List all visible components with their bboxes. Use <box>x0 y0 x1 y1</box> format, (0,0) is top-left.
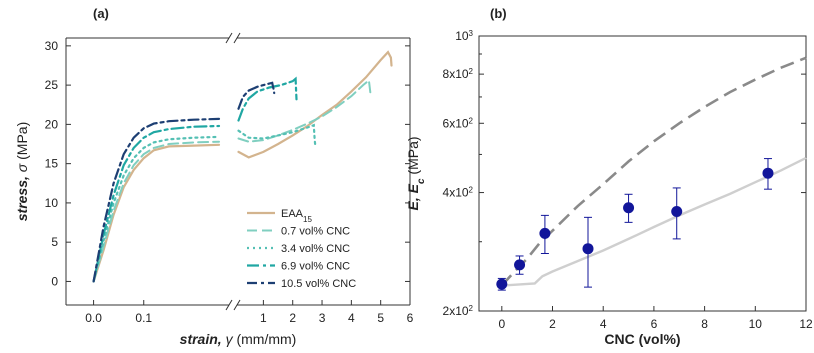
legend-label-text: 3.4 vol% CNC <box>281 243 350 255</box>
legend-label-text: EAA <box>281 208 304 220</box>
x-tick-label: 0.1 <box>135 311 152 325</box>
y-tick-label: 15 <box>45 157 59 171</box>
x-tick-label: 5 <box>377 311 384 325</box>
x-axis-label: strain, γ (mm/mm) <box>180 331 297 347</box>
data-point <box>496 278 508 290</box>
legend-label-subscript: 15 <box>303 215 312 224</box>
data-point <box>671 206 683 218</box>
y-tick-exponent: 3 <box>469 29 474 38</box>
lower-bound-curve <box>501 156 807 287</box>
x-tick-label: 10 <box>749 317 763 331</box>
y-tick-label: 0 <box>51 274 58 288</box>
y-axis-label: E, Ec (MPa) <box>405 136 427 210</box>
y-tick-label: 5 <box>51 235 58 249</box>
y-tick-mantissa: 2x10 <box>443 304 469 318</box>
series-line-left <box>92 143 221 283</box>
x-tick-label: 0 <box>498 317 505 331</box>
legend-label: EAA15 <box>281 208 312 224</box>
y-tick-mantissa: 6x10 <box>443 116 469 130</box>
y-axis-label: stress, σ (MPa) <box>14 122 30 222</box>
x-tick-label: 8 <box>701 317 708 331</box>
series-line-right <box>237 81 276 110</box>
y-axis-label-text: E, E <box>405 183 421 210</box>
y-tick-label: 8x102 <box>443 67 474 82</box>
y-tick-label: 103 <box>455 29 473 44</box>
legend-label-text: 6.9 vol% CNC <box>281 261 350 273</box>
legend-label-text: 0.7 vol% CNC <box>281 226 350 238</box>
legend-label: 3.4 vol% CNC <box>281 243 350 255</box>
x-tick-label: 12 <box>799 317 813 331</box>
x-tick-label: 6 <box>651 317 658 331</box>
series-line-right <box>237 76 298 122</box>
data-point <box>623 202 635 214</box>
series-line-left <box>92 135 221 283</box>
panel-label-a: (a) <box>93 6 109 21</box>
y-tick-label: 2x102 <box>443 304 474 319</box>
legend-label: 6.9 vol% CNC <box>281 261 350 273</box>
series-line-right <box>237 123 317 147</box>
y-tick-mantissa: 8x10 <box>443 67 469 81</box>
y-tick-label: 25 <box>45 78 59 92</box>
data-point <box>514 259 526 271</box>
series-line-right <box>237 50 393 159</box>
y-tick-label: 10 <box>45 196 59 210</box>
y-axis-label-unit: (MPa) <box>14 122 30 164</box>
data-point <box>539 227 551 239</box>
y-tick-label: 20 <box>45 117 59 131</box>
y-tick-label: 4x102 <box>443 185 474 200</box>
y-axis-label-unit: (MPa) <box>405 136 421 178</box>
y-tick-exponent: 2 <box>469 304 474 313</box>
series-line-left <box>92 117 221 283</box>
legend-label-text: 10.5 vol% CNC <box>281 278 356 290</box>
x-tick-label: 2 <box>289 311 296 325</box>
x-tick-label: 4 <box>348 311 355 325</box>
y-axis-label-symbol: σ <box>14 163 30 172</box>
y-tick-mantissa: 4x10 <box>443 186 469 200</box>
y-axis-label-text: stress, <box>14 172 30 221</box>
y-tick-exponent: 2 <box>469 67 474 76</box>
x-tick-label: 2 <box>549 317 556 331</box>
x-axis-label-unit: (mm/mm) <box>233 331 297 347</box>
panel-label-b: (b) <box>490 6 507 21</box>
upper-bound-curve <box>500 56 807 287</box>
series-line-right <box>237 78 372 143</box>
data-point <box>582 243 594 255</box>
y-axis-label-subscript: c <box>416 178 427 184</box>
legend-label: 10.5 vol% CNC <box>281 278 356 290</box>
legend-label: 0.7 vol% CNC <box>281 226 350 238</box>
axis-break-mark <box>225 32 233 44</box>
plot-frame <box>478 35 807 312</box>
x-axis-label-symbol: γ <box>226 331 234 347</box>
axis-break-mark <box>233 32 241 44</box>
y-tick-mantissa: 10 <box>455 29 469 43</box>
axis-break-mark <box>233 299 241 311</box>
x-tick-label: 6 <box>407 311 414 325</box>
x-axis-label-text: strain, <box>180 331 226 347</box>
x-tick-label: 4 <box>600 317 607 331</box>
y-tick-exponent: 2 <box>469 116 474 125</box>
x-axis-label: CNC (vol%) <box>604 331 680 347</box>
y-tick-label: 30 <box>45 39 59 53</box>
y-tick-label: 6x102 <box>443 116 474 131</box>
data-point <box>762 167 774 179</box>
series-line-left <box>92 140 220 283</box>
series-line-left <box>92 124 221 283</box>
axis-break-mark <box>225 299 233 311</box>
x-tick-label: 3 <box>319 311 326 325</box>
x-tick-label: 0.0 <box>85 311 102 325</box>
x-tick-label: 1 <box>260 311 267 325</box>
y-tick-exponent: 2 <box>469 185 474 194</box>
